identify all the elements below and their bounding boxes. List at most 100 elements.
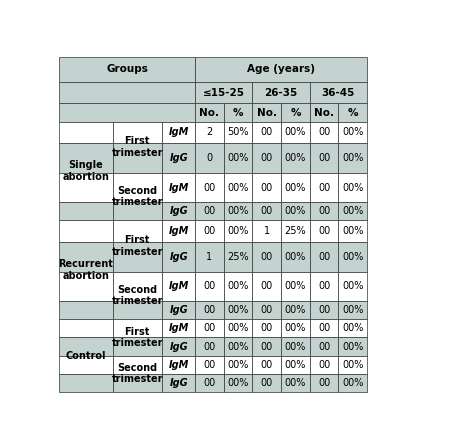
Text: 00: 00 — [318, 281, 330, 291]
Bar — [224, 356, 253, 374]
Bar — [224, 221, 253, 242]
Text: 00: 00 — [203, 182, 216, 193]
Text: 00%: 00% — [228, 206, 249, 217]
Text: 2: 2 — [206, 127, 213, 137]
Text: No.: No. — [257, 107, 277, 118]
Bar — [112, 242, 162, 272]
Text: 00%: 00% — [285, 153, 306, 163]
Text: 00: 00 — [318, 360, 330, 369]
Bar — [224, 301, 253, 319]
Bar — [59, 242, 112, 272]
Text: 00%: 00% — [342, 182, 364, 193]
Bar — [281, 143, 310, 173]
Text: Second
trimester: Second trimester — [111, 186, 163, 207]
Text: 00%: 00% — [342, 305, 364, 315]
Text: 00: 00 — [261, 324, 273, 333]
Text: 00%: 00% — [228, 153, 249, 163]
Text: 00%: 00% — [342, 341, 364, 352]
Bar — [338, 173, 367, 202]
Bar — [224, 319, 253, 337]
Bar — [224, 242, 253, 272]
Text: 00%: 00% — [228, 281, 249, 291]
Text: 00%: 00% — [285, 182, 306, 193]
Text: Single
abortion: Single abortion — [63, 160, 109, 182]
Text: 00%: 00% — [285, 127, 306, 137]
Bar — [195, 272, 224, 301]
Bar — [310, 374, 338, 392]
Bar — [281, 356, 310, 374]
Text: IgM: IgM — [168, 182, 189, 193]
Bar — [253, 337, 281, 356]
Bar — [162, 301, 195, 319]
Text: 00: 00 — [203, 281, 216, 291]
Text: 00: 00 — [261, 153, 273, 163]
Text: 36-45: 36-45 — [322, 88, 355, 98]
Bar — [253, 143, 281, 173]
Text: 00: 00 — [261, 341, 273, 352]
Text: 00%: 00% — [228, 324, 249, 333]
Text: IgG: IgG — [169, 341, 188, 352]
Bar — [310, 143, 338, 173]
Bar — [338, 272, 367, 301]
Bar — [253, 103, 281, 122]
Bar — [195, 122, 224, 143]
Text: 25%: 25% — [228, 252, 249, 262]
Bar — [281, 221, 310, 242]
Text: Control: Control — [65, 351, 106, 361]
Bar — [338, 337, 367, 356]
Bar — [253, 242, 281, 272]
Bar — [162, 143, 195, 173]
Bar — [224, 122, 253, 143]
Bar — [338, 103, 367, 122]
Text: 00%: 00% — [285, 305, 306, 315]
Bar — [253, 82, 310, 103]
Bar — [112, 356, 162, 374]
Text: ≤15-25: ≤15-25 — [203, 88, 245, 98]
Text: IgM: IgM — [168, 360, 189, 369]
Bar — [224, 272, 253, 301]
Bar — [195, 143, 224, 173]
Bar — [310, 82, 367, 103]
Bar — [338, 221, 367, 242]
Text: 00%: 00% — [342, 378, 364, 388]
Bar — [224, 374, 253, 392]
Bar — [224, 337, 253, 356]
Bar — [281, 202, 310, 221]
Text: 00%: 00% — [342, 153, 364, 163]
Bar — [59, 356, 112, 374]
Text: Groups: Groups — [106, 64, 148, 75]
Bar — [224, 173, 253, 202]
Bar — [195, 202, 224, 221]
Bar — [281, 337, 310, 356]
Bar — [310, 356, 338, 374]
Text: Second
trimester: Second trimester — [111, 285, 163, 306]
Bar — [310, 319, 338, 337]
Bar — [253, 202, 281, 221]
Bar — [310, 242, 338, 272]
Bar — [195, 173, 224, 202]
Text: 00%: 00% — [228, 305, 249, 315]
Bar — [224, 143, 253, 173]
Text: 00: 00 — [203, 341, 216, 352]
Text: 00: 00 — [318, 127, 330, 137]
Text: 0: 0 — [207, 153, 212, 163]
Bar — [112, 374, 162, 392]
Bar — [195, 301, 224, 319]
Bar — [162, 122, 195, 143]
Bar — [112, 143, 162, 173]
Bar — [281, 319, 310, 337]
Bar — [112, 173, 162, 202]
Bar — [224, 202, 253, 221]
Text: 00: 00 — [203, 305, 216, 315]
Text: 00: 00 — [318, 206, 330, 217]
Bar — [281, 122, 310, 143]
Text: IgG: IgG — [169, 153, 188, 163]
Bar — [253, 221, 281, 242]
Bar — [112, 301, 162, 319]
Bar — [112, 202, 162, 221]
Bar — [59, 143, 112, 173]
Text: %: % — [347, 107, 358, 118]
Bar — [195, 319, 224, 337]
Text: No.: No. — [200, 107, 219, 118]
Text: IgM: IgM — [168, 226, 189, 236]
